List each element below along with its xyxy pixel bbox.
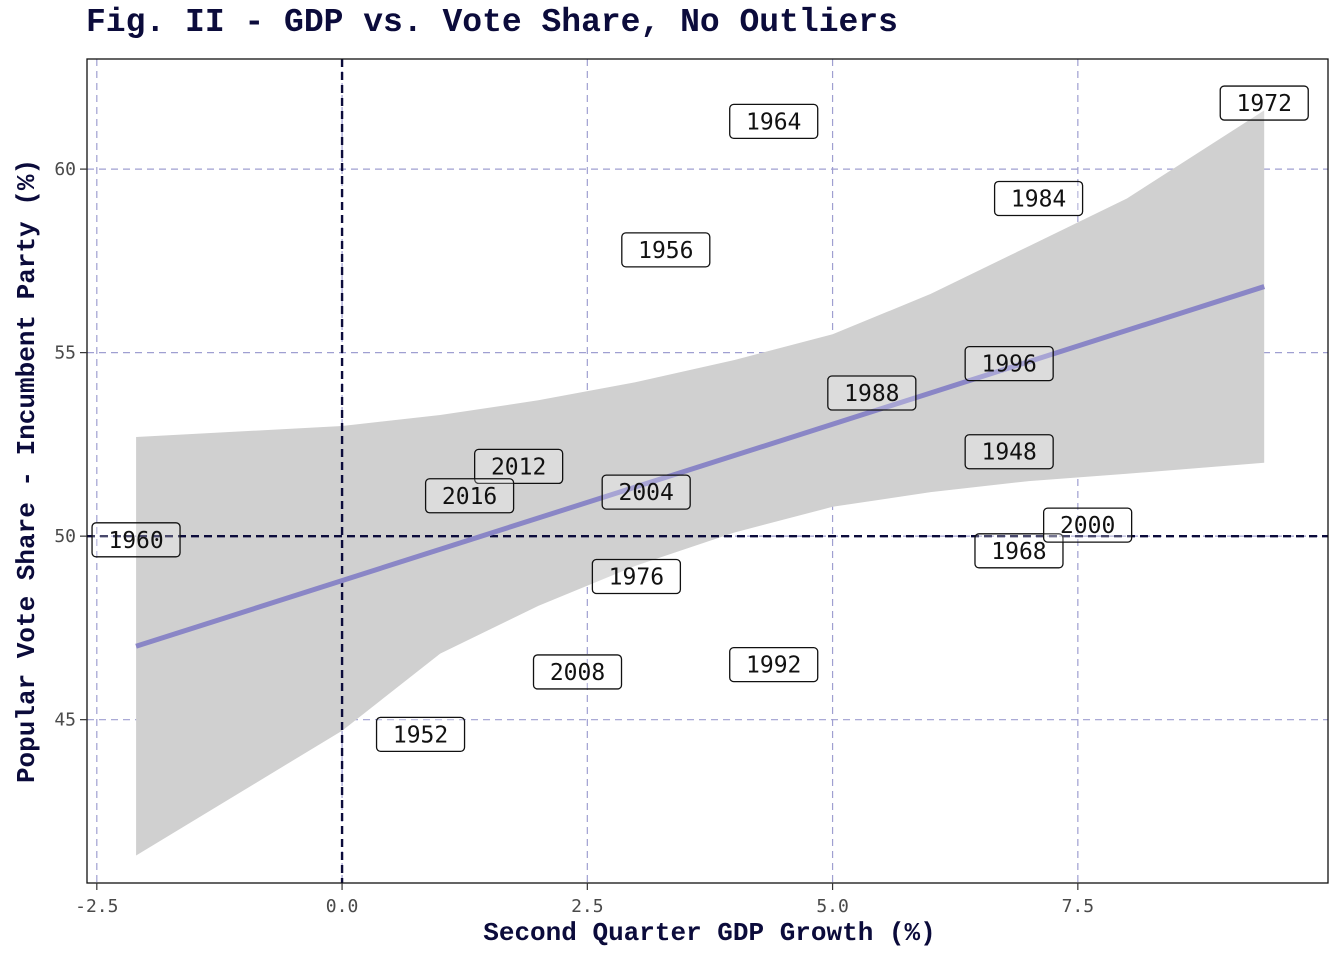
point-label: 1956	[621, 232, 711, 268]
point-label-text: 1968	[991, 539, 1046, 565]
point-label-box	[474, 448, 564, 485]
point-label-text: 1996	[981, 352, 1036, 378]
point-label-text: 2004	[618, 480, 673, 506]
y-tick-label: 50	[54, 526, 76, 547]
point-label: 2012	[474, 448, 564, 485]
point-label-box	[1219, 85, 1309, 121]
point-label-text: 1960	[108, 528, 163, 554]
confidence-band	[136, 110, 1265, 856]
point-label-box	[424, 478, 515, 514]
point-label: 1960	[91, 522, 181, 558]
chart-title: Fig. II - GDP vs. Vote Share, No Outlier…	[86, 4, 898, 41]
point-label: 1976	[591, 558, 682, 595]
x-axis-title: Second Quarter GDP Growth (%)	[483, 918, 935, 948]
x-tick-label: -2.5	[75, 896, 118, 917]
point-label: 1992	[729, 646, 819, 683]
point-label-text: 1948	[981, 440, 1036, 466]
point-label: 2000	[1042, 507, 1133, 543]
plot-frame	[86, 58, 1329, 884]
trend-line-layer	[135, 284, 1265, 649]
point-label-box	[621, 232, 711, 268]
point-label-box	[1042, 507, 1133, 543]
point-label-box	[729, 103, 819, 140]
point-label-text: 1972	[1237, 91, 1292, 117]
point-label: 1984	[993, 180, 1084, 217]
x-tick-label: 2.5	[571, 896, 604, 917]
point-label-text: 2008	[550, 660, 605, 686]
point-label-box	[964, 345, 1054, 382]
point-labels: 1948 1952 1956 1960 1964 1968 1972 1976 1984 1988…	[91, 85, 1309, 752]
point-label-text: 1964	[746, 109, 801, 135]
axes: -2.5 0.0 2.5 5.0 7.5 45 50 55 60 Second Quarter G…	[12, 58, 1329, 948]
point-label: 2004	[601, 474, 691, 510]
y-tick-label: 60	[54, 159, 76, 180]
point-label-box	[964, 434, 1054, 470]
point-label-text: 1952	[393, 722, 448, 748]
x-tick-label: 7.5	[1062, 896, 1095, 917]
point-label-text: 1976	[609, 565, 664, 591]
point-label-box	[729, 646, 819, 683]
x-tick-label: 0.0	[326, 896, 359, 917]
point-label: 1952	[375, 716, 466, 752]
y-tick-label: 55	[54, 343, 76, 364]
point-label: 2008	[532, 654, 623, 690]
point-label-box	[591, 558, 682, 595]
point-label: 1996	[964, 345, 1054, 382]
x-tick-label: 5.0	[816, 896, 849, 917]
point-label: 2016	[424, 478, 515, 514]
point-label-text: 2012	[491, 454, 546, 480]
point-label: 1988	[827, 375, 917, 411]
point-label-text: 1988	[844, 381, 899, 407]
point-label-text: 1992	[746, 653, 801, 679]
regression-line	[135, 284, 1265, 649]
point-label-box	[974, 533, 1064, 569]
reference-lines	[87, 59, 1328, 883]
point-label: 1968	[974, 533, 1064, 569]
y-axis-title: Popular Vote Share - Incumbent Party (%)	[12, 159, 42, 783]
point-label-text: 2000	[1060, 513, 1115, 539]
point-label: 1964	[729, 103, 819, 140]
confidence-band-layer	[136, 110, 1265, 856]
y-tick-label: 45	[54, 710, 76, 731]
point-label-box	[993, 180, 1084, 217]
point-label-box	[375, 716, 466, 752]
point-label-box	[532, 654, 623, 690]
point-label-text: 1956	[638, 238, 693, 264]
point-label-box	[91, 522, 181, 558]
point-label: 1972	[1219, 85, 1309, 121]
point-label-text: 1984	[1011, 186, 1066, 212]
point-label-box	[601, 474, 691, 510]
point-label-text: 2016	[442, 484, 497, 510]
point-label-box	[827, 375, 917, 411]
point-label: 1948	[964, 434, 1054, 470]
